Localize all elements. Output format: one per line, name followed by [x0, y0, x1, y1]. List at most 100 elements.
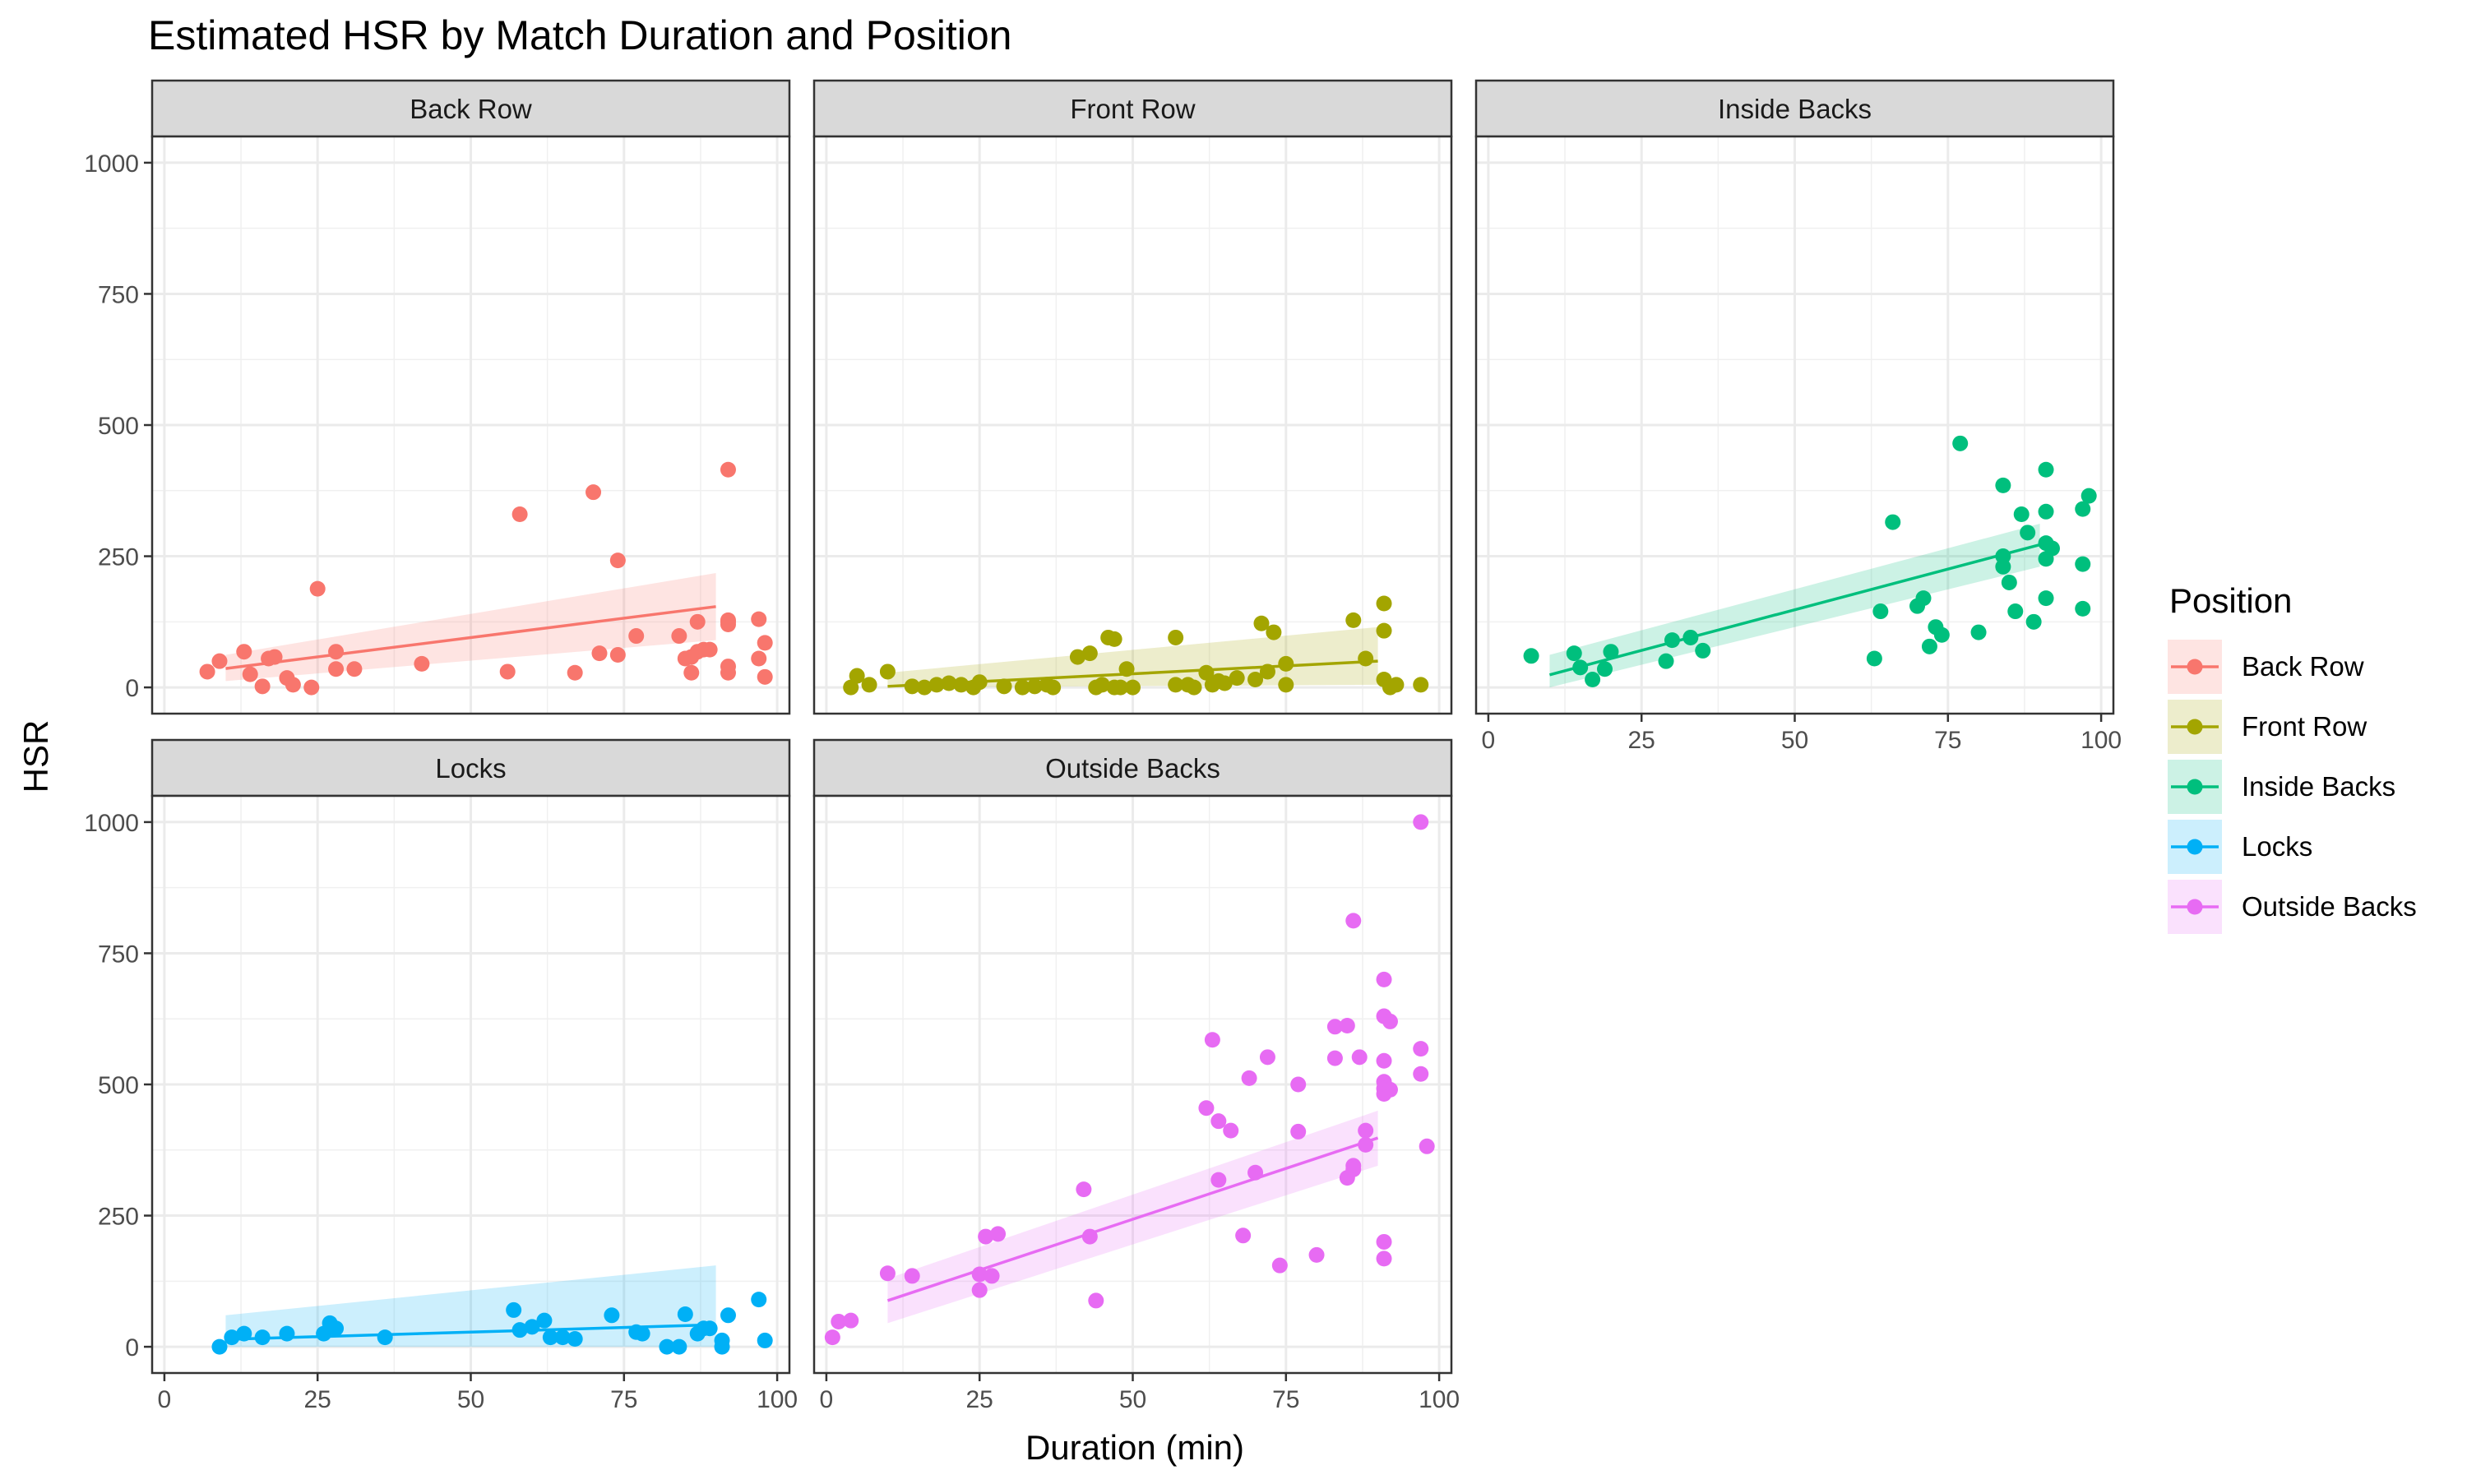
- data-point: [1970, 624, 1987, 640]
- data-point: [971, 674, 988, 691]
- data-point: [990, 1226, 1007, 1242]
- data-point: [1382, 1081, 1398, 1098]
- data-point: [978, 1228, 994, 1245]
- legend-label: Front Row: [2242, 711, 2367, 742]
- data-point: [1682, 629, 1699, 645]
- facet-strip-label: Outside Backs: [1045, 753, 1220, 784]
- data-point: [2020, 525, 2036, 541]
- data-point: [1995, 558, 2011, 575]
- data-point: [536, 1312, 553, 1329]
- legend-entry-locks: Locks: [2168, 820, 2312, 874]
- data-point: [843, 1312, 859, 1329]
- x-tick-label: 0: [158, 1386, 172, 1413]
- legend-entry-inside-backs: Inside Backs: [2168, 760, 2395, 814]
- data-point: [199, 663, 215, 680]
- data-point: [879, 1265, 896, 1282]
- x-tick-label: 25: [304, 1386, 331, 1413]
- data-point: [1358, 1122, 1374, 1139]
- x-tick-label: 0: [1482, 727, 1496, 754]
- data-point: [714, 1332, 730, 1348]
- data-point: [879, 663, 896, 680]
- data-point: [1210, 1113, 1227, 1130]
- data-point: [1921, 638, 1937, 654]
- data-point: [604, 1307, 620, 1324]
- data-point: [1345, 913, 1362, 929]
- legend: Position Back Row Front Row Inside Backs Lo…: [2168, 581, 2417, 934]
- data-point: [904, 678, 920, 695]
- data-point: [609, 552, 626, 569]
- legend-label: Outside Backs: [2242, 891, 2417, 922]
- data-point: [1247, 1164, 1264, 1181]
- data-point: [254, 1329, 271, 1346]
- facet-strip: [812, 79, 1453, 138]
- data-point: [1113, 679, 1129, 696]
- data-point: [757, 635, 773, 651]
- facet-strip: [1474, 79, 2115, 138]
- legend-entry-outside-backs: Outside Backs: [2168, 880, 2417, 934]
- facet-strip: [150, 79, 791, 138]
- data-point: [414, 655, 430, 672]
- facet-front-row: Front Row: [812, 79, 1453, 715]
- data-point: [941, 675, 957, 691]
- data-point: [751, 650, 767, 667]
- data-point: [1210, 1172, 1227, 1188]
- data-point: [1081, 1228, 1098, 1245]
- data-point: [1413, 1066, 1429, 1082]
- data-point: [2075, 501, 2091, 517]
- chart-title: Estimated HSR by Match Duration and Posi…: [148, 12, 1012, 58]
- data-point: [984, 1268, 1000, 1284]
- data-point: [720, 1307, 736, 1324]
- data-point: [506, 1301, 522, 1318]
- data-point: [628, 628, 645, 645]
- legend-key-point: [2187, 659, 2203, 675]
- data-point: [1026, 678, 1043, 695]
- data-point: [2043, 540, 2060, 557]
- data-point: [1290, 1123, 1307, 1140]
- data-point: [309, 580, 326, 597]
- data-point: [1259, 663, 1275, 680]
- x-tick-label: 0: [820, 1386, 834, 1413]
- x-tick-label: 50: [457, 1386, 484, 1413]
- x-tick-label: 75: [1934, 727, 1961, 754]
- data-point: [591, 645, 608, 662]
- y-tick-label: 0: [125, 1334, 139, 1361]
- legend-entry-back-row: Back Row: [2168, 640, 2364, 694]
- data-point: [554, 1329, 571, 1346]
- data-point: [266, 649, 283, 665]
- y-tick-label: 750: [98, 281, 139, 308]
- facet-strip-label: Back Row: [410, 94, 532, 124]
- data-point: [701, 641, 718, 658]
- x-axis-title: Duration (min): [1025, 1428, 1244, 1467]
- legend-label: Inside Backs: [2242, 771, 2395, 802]
- data-point: [2075, 600, 2091, 617]
- data-point: [843, 679, 859, 696]
- data-point: [328, 1320, 345, 1337]
- data-point: [751, 611, 767, 627]
- data-point: [1952, 435, 1969, 451]
- y-tick-label: 250: [98, 1204, 139, 1231]
- facet-back-row: Back Row 0 250 500 750 1000: [84, 79, 791, 715]
- panel-border: [812, 135, 1453, 715]
- data-point: [524, 1319, 540, 1335]
- y-tick-label: 250: [98, 544, 139, 571]
- confidence-band: [887, 1110, 1378, 1324]
- data-point: [1351, 1049, 1368, 1066]
- data-point: [1278, 677, 1294, 693]
- data-point: [499, 663, 516, 680]
- data-point: [1241, 1070, 1257, 1086]
- data-point: [1326, 1050, 1343, 1066]
- data-point: [1915, 590, 1932, 607]
- data-point: [1376, 1052, 1392, 1069]
- x-tick-label: 50: [1119, 1386, 1146, 1413]
- data-point: [1186, 679, 1202, 696]
- x-tick-label: 25: [1628, 727, 1655, 754]
- legend-title: Position: [2169, 581, 2292, 620]
- data-point: [1223, 1122, 1239, 1139]
- facet-outside-backs: Outside Backs 0 25 50 75 100: [812, 738, 1460, 1413]
- trend-line: [225, 605, 716, 670]
- data-point: [567, 664, 583, 681]
- data-point: [1253, 615, 1270, 631]
- data-point: [916, 679, 933, 696]
